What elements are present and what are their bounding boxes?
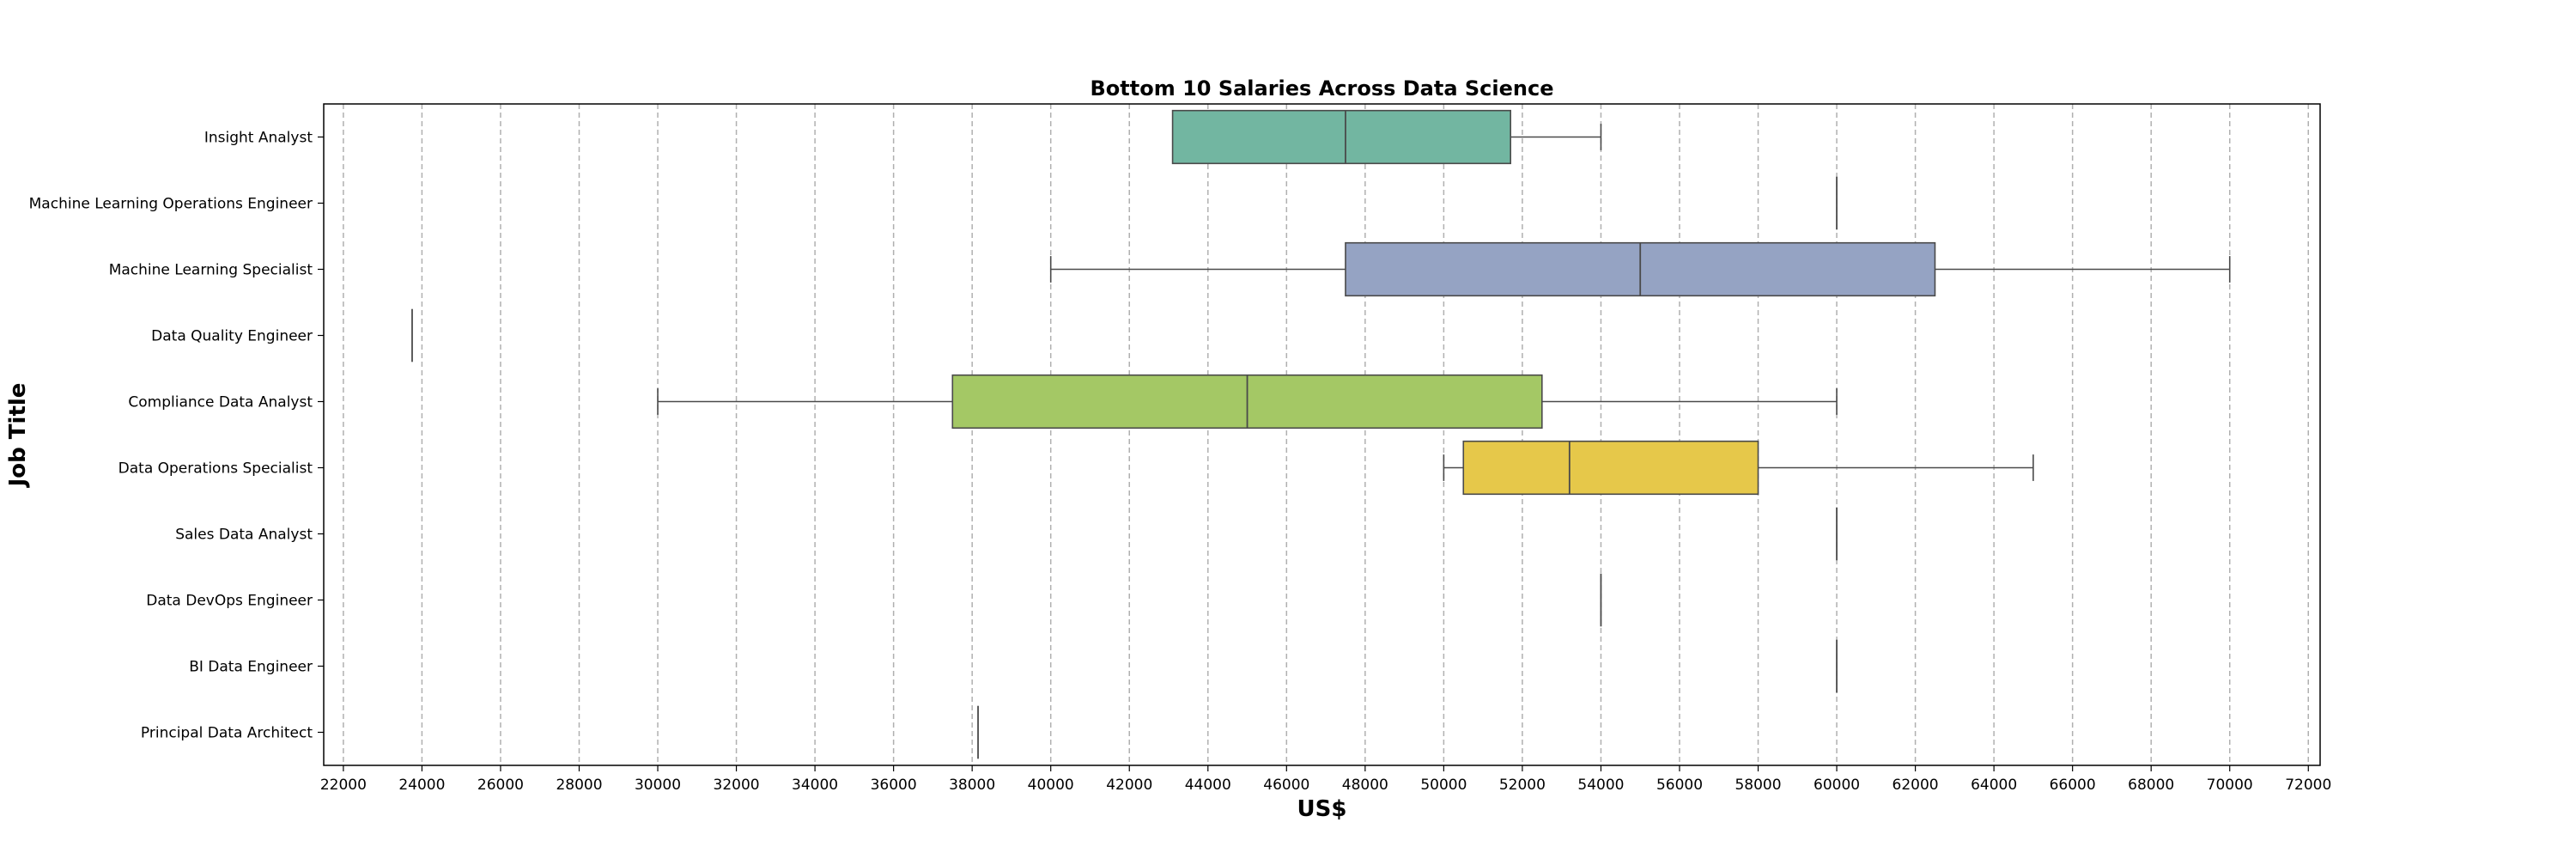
x-tick-label: 28000 [556, 777, 602, 794]
x-tick-label: 62000 [1893, 777, 1939, 794]
x-tick-label: 46000 [1263, 777, 1309, 794]
y-tick-label: Data Quality Engineer [151, 328, 313, 345]
x-tick-label: 30000 [635, 777, 681, 794]
y-tick-label: BI Data Engineer [189, 659, 313, 676]
x-tick-label: 40000 [1028, 777, 1074, 794]
x-tick-label: 66000 [2050, 777, 2096, 794]
x-tick-label: 60000 [1814, 777, 1860, 794]
x-tick-label: 34000 [792, 777, 838, 794]
box-iqr [1462, 440, 1759, 496]
x-tick-label: 48000 [1342, 777, 1388, 794]
x-axis-ticks: 22000 24000 26000 28000 30000 32000 34000 36000… [320, 765, 2331, 794]
x-tick-label: 50000 [1420, 777, 1467, 794]
x-tick-label: 26000 [477, 777, 524, 794]
chart-title: Bottom 10 Salaries Across Data Science [1090, 76, 1553, 101]
x-tick-label: 22000 [320, 777, 367, 794]
plot-frame [323, 103, 2321, 766]
y-tick-label: Insight Analyst [204, 130, 313, 147]
y-tick-label: Data DevOps Engineer [146, 593, 313, 610]
x-tick-label: 58000 [1735, 777, 1781, 794]
x-axis-label: US$ [1297, 796, 1347, 822]
x-tick-label: 36000 [871, 777, 917, 794]
box-6 [1443, 440, 2034, 496]
box-iqr [1171, 109, 1511, 165]
x-tick-label: 70000 [2207, 777, 2253, 794]
box-series [411, 109, 2231, 759]
x-tick-label: 24000 [398, 777, 445, 794]
x-tick-label: 64000 [1971, 777, 2017, 794]
x-tick-label: 56000 [1656, 777, 1703, 794]
x-tick-label: 38000 [949, 777, 995, 794]
box-3 [1049, 241, 2231, 297]
x-tick-label: 54000 [1577, 777, 1624, 794]
y-tick-label: Compliance Data Analyst [128, 394, 313, 411]
y-tick-label: Data Operations Specialist [118, 460, 313, 478]
y-axis-ticks: Insight Analyst Machine Learning Operatio… [29, 130, 324, 742]
x-tick-label: 32000 [714, 777, 760, 794]
x-tick-label: 68000 [2128, 777, 2174, 794]
y-tick-label: Principal Data Architect [141, 725, 313, 742]
y-tick-label: Sales Data Analyst [175, 527, 313, 544]
grid-lines [343, 104, 2310, 765]
y-axis-label: Job Title [5, 383, 31, 489]
box-5 [657, 374, 1838, 430]
box-1 [1171, 109, 1602, 165]
x-tick-label: 72000 [2285, 777, 2331, 794]
x-tick-label: 44000 [1185, 777, 1231, 794]
y-tick-label: Machine Learning Specialist [109, 262, 313, 279]
x-tick-label: 52000 [1499, 777, 1546, 794]
x-tick-label: 42000 [1106, 777, 1152, 794]
y-tick-label: Machine Learning Operations Engineer [29, 196, 313, 213]
